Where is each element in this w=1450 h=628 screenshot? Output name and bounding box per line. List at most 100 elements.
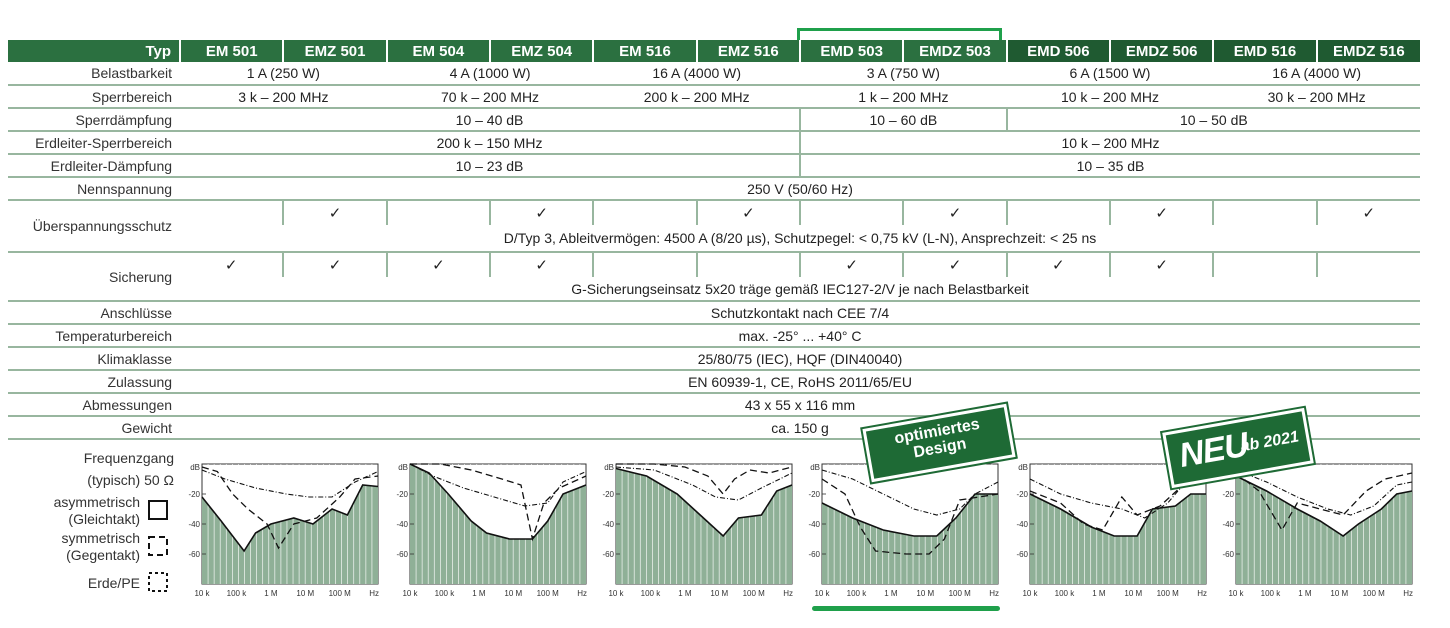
check-cell: ✓ [224, 257, 238, 274]
y-tick-label: -20 [808, 490, 820, 499]
symmetric-series-line [616, 463, 793, 496]
row-ueberspannungsschutz-checks: Überspannungsschutz ✓ ✓ ✓ ✓ ✓ ✓ [8, 200, 1420, 253]
row-temperaturbereich: Temperaturbereich max. -25° ... +40° C [8, 324, 1420, 348]
row-sicherung-checks: Sicherung ✓ ✓ ✓ ✓ ✓ ✓ ✓ ✓ [8, 252, 1420, 302]
y-tick-label: -40 [1222, 520, 1234, 529]
y-tick-label: -20 [602, 490, 614, 499]
x-tick-label: 10 M [504, 589, 522, 598]
check-cell: ✓ [489, 200, 594, 225]
check-cell [1315, 252, 1420, 277]
row-label: Klimaklasse [8, 347, 181, 371]
x-tick-label: 1 M [884, 589, 898, 598]
attenuation-area [1236, 476, 1412, 584]
check-cell: ✓ [1108, 200, 1214, 225]
row-klimaklasse: Klimaklasse 25/80/75 (IEC), HQF (DIN4004… [8, 347, 1420, 371]
row-sperrbereich: Sperrbereich 3 k – 200 MHz 70 k – 200 MH… [8, 85, 1420, 109]
x-tick-label: 1 M [472, 589, 486, 598]
earth-series-line [615, 466, 793, 501]
x-tick-label: 100 k [641, 589, 662, 598]
model-header: EMZ 504 [489, 40, 594, 62]
legend-subtitle: (typisch) 50 Ω [87, 472, 174, 488]
model-header: EMDZ 506 [1108, 40, 1214, 62]
cell: 200 k – 200 MHz [593, 85, 801, 109]
x-tick-label: 10 k [608, 589, 624, 598]
check-cell [799, 200, 904, 225]
check-cell: ✓ [1005, 252, 1110, 277]
row-label: Temperaturbereich [8, 324, 181, 348]
x-tick-label: 1 M [678, 589, 692, 598]
legend-sym-label: symmetrisch [61, 530, 140, 546]
row-label: Gewicht [8, 416, 181, 440]
cell: 3 k – 200 MHz [180, 85, 387, 109]
cell: 4 A (1000 W) [386, 62, 594, 86]
cell: 10 – 60 dB [799, 108, 1007, 132]
y-tick-label: -40 [1016, 520, 1028, 529]
x-tick-label: 100 k [847, 589, 868, 598]
asymmetric-series-line [201, 484, 379, 553]
asymmetric-series-line [615, 467, 793, 538]
frequency-chart-2: dB -20 -40 -60 10 k 100 k 1 M 10 M 100 M Hz [396, 463, 587, 598]
x-tick-label: Hz [989, 589, 999, 598]
x-tick-label: Hz [1197, 589, 1207, 598]
symmetric-series-line [1235, 472, 1413, 532]
x-tick-label: 10 M [296, 589, 314, 598]
x-tick-label: 100 M [743, 589, 766, 598]
row-belastbarkeit: Belastbarkeit 1 A (250 W) 4 A (1000 W) 1… [8, 62, 1420, 86]
row-label: Anschlüsse [8, 301, 181, 325]
y-tick-label: -20 [188, 490, 200, 499]
x-tick-label: 10 k [1228, 589, 1244, 598]
model-header: EMD 516 [1212, 40, 1317, 62]
row-zulassung: Zulassung EN 60939-1, CE, RoHS 2011/65/E… [8, 370, 1420, 394]
cell: 25/80/75 (IEC), HQF (DIN40040) [180, 347, 1420, 371]
row-label: Zulassung [8, 370, 181, 394]
check-cell: ✓ [489, 252, 594, 277]
legend-asym-label: (Gleichtakt) [68, 511, 140, 527]
y-axis-label: dB [398, 463, 408, 472]
earth-series-line [821, 469, 999, 516]
y-tick-label: -40 [396, 520, 408, 529]
cell: 10 – 40 dB [180, 108, 801, 132]
check-cell [592, 200, 697, 225]
cell: 10 – 35 dB [799, 154, 1420, 178]
y-tick-label: -20 [1222, 490, 1234, 499]
cell: 16 A (4000 W) [1213, 62, 1420, 86]
asymmetric-series-line [409, 463, 587, 540]
check-cell: ✓ [385, 252, 491, 277]
model-header: EMD 503 [799, 40, 904, 62]
model-header: EM 504 [385, 40, 491, 62]
check-cell [1212, 252, 1317, 277]
y-tick-label: -40 [808, 520, 820, 529]
x-tick-label: 100 M [949, 589, 972, 598]
model-header: EMZ 516 [695, 40, 801, 62]
cell: 200 k – 150 MHz [180, 131, 801, 155]
y-tick-label: -60 [188, 550, 200, 559]
model-header: EMDZ 503 [902, 40, 1007, 62]
check-cell: ✓ [902, 252, 1007, 277]
x-tick-label: 10 k [194, 589, 210, 598]
cell: 250 V (50/60 Hz) [180, 177, 1420, 201]
cell: 1 k – 200 MHz [800, 85, 1007, 109]
x-tick-label: 100 k [1055, 589, 1076, 598]
cell: 10 – 23 dB [180, 154, 801, 178]
symmetric-series-line [1029, 469, 1207, 531]
y-tick-label: -60 [602, 550, 614, 559]
legend-sym-label: (Gegentakt) [66, 547, 140, 563]
y-axis-label: dB [1018, 463, 1028, 472]
y-axis-label: dB [810, 463, 820, 472]
y-tick-label: -20 [1016, 490, 1028, 499]
row-sperrdaempfung: Sperrdämpfung 10 – 40 dB 10 – 60 dB 10 –… [8, 108, 1420, 132]
legend-erde-label: Erde/PE [87, 575, 140, 591]
check-cell [695, 252, 801, 277]
y-axis-label: dB [190, 463, 200, 472]
y-tick-label: -60 [396, 550, 408, 559]
spec-table: Typ EM 501 EMZ 501 EM 504 EMZ 504 EM 516… [8, 40, 1420, 440]
cell: 16 A (4000 W) [593, 62, 801, 86]
check-cell: ✓ [282, 200, 387, 225]
cell: 1 A (250 W) [180, 62, 387, 86]
x-tick-label: 100 M [1363, 589, 1386, 598]
x-tick-label: 10 k [814, 589, 830, 598]
x-tick-label: Hz [783, 589, 793, 598]
cell: EN 60939-1, CE, RoHS 2011/65/EU [180, 370, 1420, 394]
x-tick-label: 10 k [1022, 589, 1038, 598]
